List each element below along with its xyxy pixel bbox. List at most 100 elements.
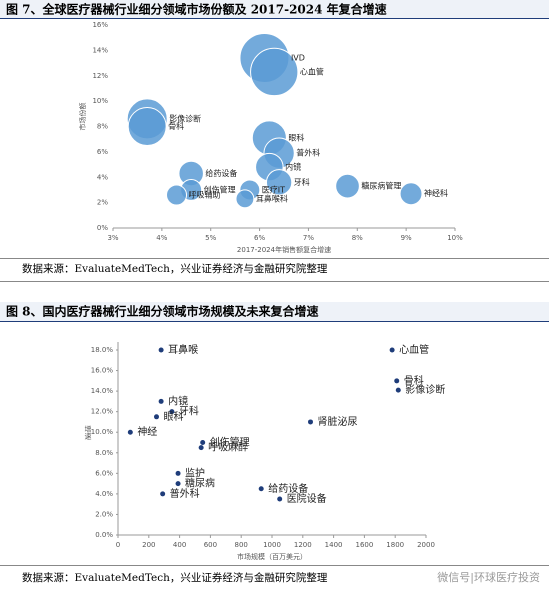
y-tick-label: 0% [97,224,108,232]
x-tick-label: 400 [173,541,186,549]
x-tick-label: 9% [401,234,412,242]
x-axis-label: 市场规模（百万美元） [237,552,307,561]
y-tick-label: 8.0% [95,449,113,457]
point-label: 呼吸辅助 [189,190,221,200]
point-label: 骨科 [404,374,424,387]
point [200,440,206,445]
point-label: 呼吸麻醉 [208,441,248,454]
point [154,414,159,420]
point-label: 监护 [185,466,205,479]
point [258,486,264,492]
x-tick-label: 4% [156,234,167,242]
x-axis-label: 2017-2024年销售额复合增速 [237,245,331,254]
bubble [127,107,167,146]
y-tick-label: 14% [92,46,108,54]
point-label: 影像诊断 [405,383,445,396]
point [308,419,313,425]
y-tick-label: 10.0% [91,428,114,436]
point-label: 眼科 [288,132,304,142]
point [175,470,181,476]
bubble [235,189,255,209]
x-tick-label: 3% [107,234,118,242]
point-label: 糖尿病管理 [361,181,401,191]
point [389,347,395,353]
point-label: 内镜 [168,394,188,407]
x-tick-label: 1400 [325,541,343,549]
title-bar [0,302,549,321]
y-tick-label: 0.0% [95,531,113,539]
watermark: 微信号|环球医疗投资 [437,570,540,584]
point [277,496,283,502]
point [158,347,164,353]
point-label: 医疗IT [262,184,285,194]
point-label: 肾脏泌尿 [318,415,358,428]
y-tick-label: 16.0% [91,367,114,375]
point-label: 牙科 [294,177,310,187]
point-label: 糖尿病 [185,477,215,490]
x-tick-label: 6% [254,234,265,242]
y-tick-label: 8% [97,123,108,131]
point [198,445,204,451]
point-label: 心血管 [300,66,324,76]
x-tick-label: 600 [204,541,217,549]
y-tick-label: 6.0% [95,469,113,477]
x-tick-label: 10% [447,234,463,242]
x-tick-label: 800 [235,541,248,549]
point-label: 普外科 [170,487,200,500]
x-tick-label: 5% [205,234,216,242]
y-tick-label: 2% [97,199,108,207]
point-label: 骨科 [168,121,184,131]
y-tick-label: 18.0% [91,346,114,354]
bubble [166,184,188,206]
point-label: 给药设备 [205,168,237,178]
point-label: 内镜 [285,162,301,172]
bubble [250,47,299,97]
point-label: 耳鼻喉 [168,343,198,356]
point-label: 神经科 [424,188,448,198]
point [395,387,401,393]
point-label: 创伤管理 [204,184,236,194]
x-tick-label: 200 [142,541,155,549]
point-label: 创伤管理 [210,436,250,449]
x-tick-label: 2000 [417,541,435,549]
bubble [335,173,360,199]
y-tick-label: 6% [97,148,108,156]
point [158,398,164,404]
x-tick-label: 7% [303,234,314,242]
y-axis-label: 市场份额 [78,103,87,131]
title-bar [0,0,549,18]
point [160,491,166,497]
point [127,429,133,435]
y-tick-label: 12% [92,72,108,80]
y-axis-label: 增速 [84,425,92,441]
y-tick-label: 4% [97,173,108,181]
point-label: 影像诊断 [169,113,201,123]
point-label: 眼科 [164,410,184,423]
y-tick-label: 14.0% [91,387,114,395]
source: 数据来源：EvaluateMedTech，兴业证券经济与金融研究院整理 [22,262,328,275]
point-label: 普外科 [296,148,320,158]
point-label: 耳鼻喉科 [256,193,288,203]
point-label: 心血管 [399,343,429,356]
x-tick-label: 1200 [294,541,312,549]
x-tick-label: 1800 [386,541,404,549]
point-label: IVD [291,53,305,62]
figure-title: 图 7、全球医疗器械行业细分领域市场份额及 2017-2024 年复合增速 [6,2,387,17]
point [169,409,175,415]
x-tick-label: 1000 [263,541,281,549]
x-tick-label: 0 [116,541,120,549]
y-tick-label: 4.0% [95,490,113,498]
point-label: 牙科 [179,405,199,418]
y-tick-label: 12.0% [91,408,114,416]
bubble [265,169,293,196]
x-tick-label: 8% [352,234,363,242]
figure-title: 图 8、国内医疗器械行业细分领域市场规模及未来复合增速 [6,304,319,319]
point [175,481,181,487]
point [394,378,400,384]
point-label: 医院设备 [287,492,327,505]
bubble [399,182,423,206]
source: 数据来源：EvaluateMedTech，兴业证券经济与金融研究院整理 [22,571,328,584]
y-tick-label: 2.0% [95,510,113,518]
x-tick-label: 1600 [355,541,373,549]
